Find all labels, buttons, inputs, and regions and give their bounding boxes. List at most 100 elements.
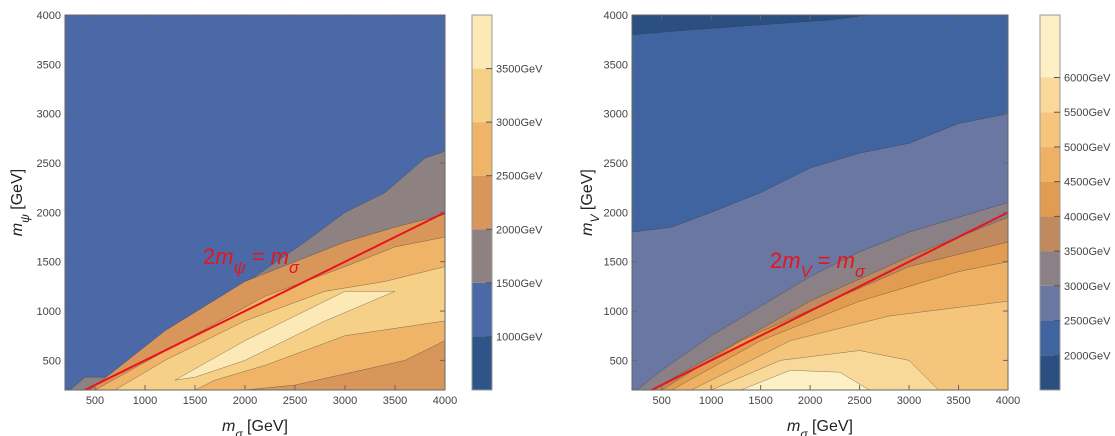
annotation-part: σ xyxy=(855,263,866,281)
y-tick-label: 1500 xyxy=(604,257,628,269)
x-axis-label-part: m xyxy=(222,418,235,435)
colorbar-band xyxy=(1040,285,1060,321)
x-tick-label: 2000 xyxy=(798,395,822,407)
x-tick-label: 500 xyxy=(653,395,671,407)
y-tick-label: 1500 xyxy=(37,257,61,269)
x-tick-label: 3500 xyxy=(946,395,970,407)
colorbar-band xyxy=(1040,216,1060,252)
contour-region xyxy=(740,370,870,390)
colorbar-tick-label: 1000GeV xyxy=(496,331,543,343)
contour-plot: 500 1000 1500 2000 2500 3000 3500 4000 500 1000 15… xyxy=(9,10,543,436)
colorbar-band xyxy=(1040,251,1060,286)
colorbar-band xyxy=(1040,77,1060,113)
colorbar-band xyxy=(472,175,492,230)
colorbar-tick-label: 6000GeV xyxy=(1064,73,1111,85)
colorbar-tick-label: 3000GeV xyxy=(1064,281,1111,293)
x-tick-label: 3000 xyxy=(897,395,921,407)
x-axis-label: mσ [GeV] xyxy=(787,418,853,436)
y-axis-label: mψ [GeV] xyxy=(9,169,32,236)
y-tick-label: 1000 xyxy=(37,306,61,318)
colorbar-band xyxy=(1040,355,1060,390)
colorbar-band xyxy=(472,229,492,283)
y-axis-label: mV [GeV] xyxy=(579,169,602,236)
x-tick-label: 3500 xyxy=(383,395,407,407)
annotation-part: σ xyxy=(289,259,300,277)
annotation-part: 2 xyxy=(203,244,215,269)
colorbar-band xyxy=(1040,15,1060,78)
x-tick-label: 4000 xyxy=(996,395,1020,407)
colorbar-tick-label: 4500GeV xyxy=(1064,177,1111,189)
x-tick-label: 1500 xyxy=(183,395,207,407)
x-tick-label: 2000 xyxy=(233,395,257,407)
y-axis-label-part: ψ xyxy=(18,214,32,223)
colorbar-tick-label: 5500GeV xyxy=(1064,107,1111,119)
y-tick-label: 3500 xyxy=(604,59,628,71)
colorbar-tick-label: 1500GeV xyxy=(496,278,543,290)
x-tick-label: 2500 xyxy=(283,395,307,407)
x-tick-label: 1500 xyxy=(748,395,772,407)
colorbar-band xyxy=(472,68,492,123)
y-axis-label-part: m xyxy=(579,223,596,236)
y-tick-label: 500 xyxy=(610,355,628,367)
annotation-part: m xyxy=(215,244,233,269)
contour-region xyxy=(174,291,396,381)
colorbar-tick-label: 4000GeV xyxy=(1064,211,1111,223)
y-tick-label: 1000 xyxy=(604,306,628,318)
regions xyxy=(632,15,1008,390)
x-axis-label-part: [GeV] xyxy=(243,418,288,435)
colorbar-band xyxy=(1040,146,1060,182)
colorbar-band xyxy=(1040,112,1060,147)
colorbar-tick-label: 2000GeV xyxy=(496,224,543,236)
x-axis-label-part: [GeV] xyxy=(808,418,853,435)
y-tick-label: 4000 xyxy=(604,10,628,22)
y-axis-label-part: [GeV] xyxy=(9,169,26,214)
y-tick-label: 3500 xyxy=(37,59,61,71)
y-axis-label-part: [GeV] xyxy=(579,169,596,214)
x-tick-label: 2500 xyxy=(847,395,871,407)
annotation-part: m xyxy=(837,248,855,273)
colorbar-tick-label: 2500GeV xyxy=(1064,316,1111,328)
colorbar-band xyxy=(1040,320,1060,356)
plot-frame xyxy=(64,14,446,391)
colorbar-tick-label: 2000GeV xyxy=(1064,350,1111,362)
annotation: 2mψ = mσ xyxy=(203,244,300,277)
x-tick-label: 500 xyxy=(86,395,104,407)
x-axis-label-part: σ xyxy=(800,427,808,436)
y-tick-label: 2000 xyxy=(37,207,61,219)
colorbar-tick-label: 3500GeV xyxy=(496,64,543,76)
colorbar-band xyxy=(472,15,492,69)
y-tick-label: 2500 xyxy=(37,158,61,170)
x-axis-label-part: σ xyxy=(235,427,243,436)
colorbar-tick-label: 5000GeV xyxy=(1064,142,1111,154)
y-tick-label: 3000 xyxy=(604,109,628,121)
colorbar-tick-label: 2500GeV xyxy=(496,171,543,183)
y-tick-label: 500 xyxy=(43,355,61,367)
contour-plot: 500 1000 1500 2000 2500 3000 3500 4000 500 1000 15… xyxy=(579,10,1111,436)
y-tick-label: 2000 xyxy=(604,207,628,219)
annotation-part: 2 xyxy=(770,248,782,273)
annotation-part: = xyxy=(812,248,837,273)
x-tick-label: 1000 xyxy=(133,395,157,407)
plot-frame xyxy=(631,14,1009,391)
reference-line xyxy=(84,211,445,390)
colorbar-frame xyxy=(471,14,493,391)
x-tick-label: 4000 xyxy=(433,395,457,407)
colorbar-band xyxy=(472,122,492,176)
annotation-part: V xyxy=(801,263,814,281)
x-tick-label: 1000 xyxy=(699,395,723,407)
annotation-part: m xyxy=(271,244,289,269)
annotation-part: m xyxy=(782,248,800,273)
annotation-part: = xyxy=(246,244,271,269)
x-axis-label-part: m xyxy=(787,418,800,435)
reference-line xyxy=(651,211,1008,390)
colorbar-band xyxy=(1040,181,1060,217)
colorbar-frame xyxy=(1039,14,1061,391)
colorbar-tick-label: 3500GeV xyxy=(1064,246,1111,258)
x-axis-label: mσ [GeV] xyxy=(222,418,288,436)
y-tick-label: 3000 xyxy=(37,109,61,121)
y-tick-label: 4000 xyxy=(37,10,61,22)
colorbar-band xyxy=(472,282,492,337)
y-axis-label-part: m xyxy=(9,223,26,236)
annotation-part: ψ xyxy=(234,259,246,277)
